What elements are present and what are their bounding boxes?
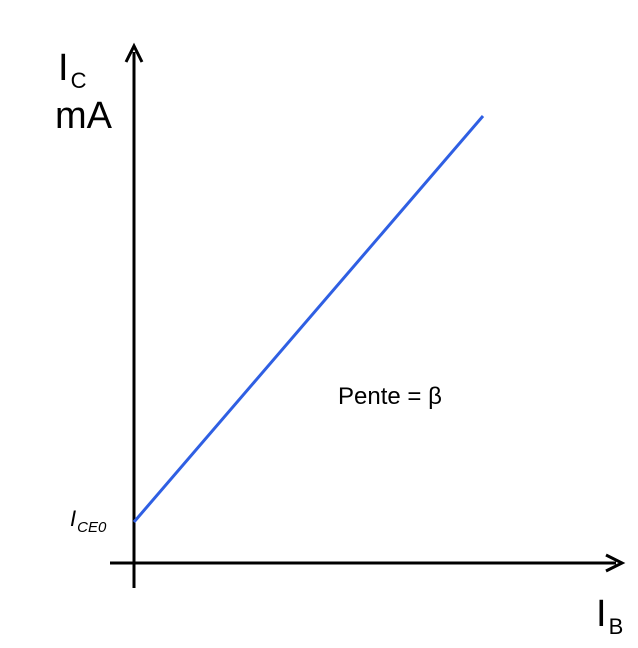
x-axis-label: IB: [596, 593, 623, 639]
series-line-0: [132, 115, 485, 523]
series-layer: [132, 115, 485, 523]
y-axis-label: IC: [58, 47, 87, 93]
y-axis-unit: mA: [55, 95, 113, 137]
slope-annotation: Pente = β: [338, 383, 442, 410]
y-intercept-label: ICE0: [70, 506, 107, 536]
x-axis-arrowhead: [605, 553, 626, 573]
y-axis-arrowhead: [124, 42, 144, 63]
